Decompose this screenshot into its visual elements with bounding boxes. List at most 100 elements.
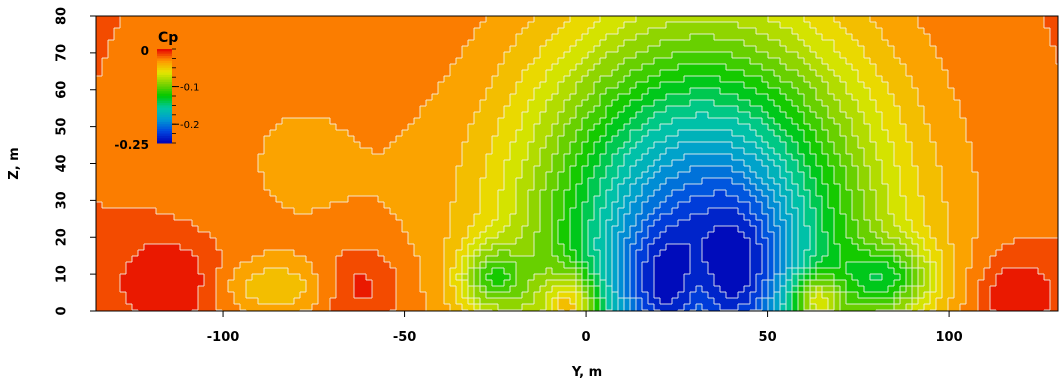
field-cell [822,148,835,155]
field-cell [498,232,523,239]
field-cell [864,160,883,167]
field-cell [840,250,871,257]
field-cell [906,208,925,215]
field-cell [786,64,811,71]
field-cell [744,82,769,89]
field-cell [96,130,271,137]
field-cell [762,226,769,233]
field-cell [636,82,661,89]
field-cell [534,184,547,191]
field-cell [888,40,931,47]
field-cell [990,286,1051,293]
field-cell [558,118,571,125]
field-cell [996,280,1051,287]
field-cell [642,184,661,191]
field-cell [762,106,781,113]
field-cell [780,256,787,263]
field-cell [900,178,919,185]
field-cell [582,202,595,209]
field-cell [570,148,583,155]
field-cell [942,166,973,173]
field-cell [504,184,517,191]
field-cell [780,262,787,269]
field-cell [756,238,769,245]
field-cell [816,52,841,59]
field-cell [930,256,943,263]
field-cell [1050,304,1058,311]
field-cell [804,202,811,209]
field-cell [204,280,217,287]
field-cell [942,274,955,281]
field-cell [546,136,559,143]
field-cell [750,190,763,197]
field-cell [594,298,601,305]
colorbar-segment [157,103,172,106]
field-cell [258,166,457,173]
field-cell [348,196,379,203]
field-cell [852,238,865,245]
field-cell [618,286,625,293]
field-cell [600,100,613,107]
field-cell [810,274,817,281]
field-cell [768,34,799,41]
field-cell [552,298,559,305]
field-cell [264,148,373,155]
field-cell [774,238,781,245]
field-cell [918,256,925,263]
field-cell [978,178,1058,185]
field-cell [510,154,529,161]
field-cell [906,262,913,269]
field-cell [582,280,589,287]
field-cell [582,100,601,107]
field-cell [96,220,193,227]
field-cell [354,292,373,299]
field-cell [552,244,565,251]
field-cell [864,214,877,221]
field-cell [792,262,799,269]
field-cell [624,298,631,305]
field-cell [582,124,595,131]
field-cell [834,280,847,287]
colorbar-tick-label: -0.1 [180,83,200,94]
field-cell [480,250,499,257]
field-cell [480,232,499,239]
field-cell [234,292,247,299]
field-cell [906,286,913,293]
colorbar-segment [157,98,172,102]
field-cell [852,196,865,203]
field-cell [900,190,919,197]
x-tick-label: 100 [936,330,963,345]
field-cell [630,202,643,209]
field-cell [804,214,817,221]
field-cell [990,262,1058,269]
field-cell [528,22,565,29]
field-cell [474,250,481,257]
field-cell [798,184,805,191]
colorbar-top-label: 0 [141,44,149,58]
field-cell [636,16,769,23]
field-cell [924,268,931,275]
field-cell [114,34,475,41]
field-cell [456,178,481,185]
field-cell [420,274,445,281]
field-cell [618,244,625,251]
field-cell [630,262,637,269]
field-cell [516,136,535,143]
field-cell [900,112,925,119]
field-cell [480,202,499,209]
field-cell [648,214,661,221]
field-cell [708,208,739,215]
field-cell [804,160,817,167]
field-cell [372,286,397,293]
field-cell [474,34,517,41]
field-cell [618,172,631,179]
field-cell [978,190,1058,197]
field-cell [906,244,919,251]
field-cell [792,250,799,257]
field-cell [444,298,457,305]
field-cell [600,274,607,281]
field-cell [774,262,781,269]
field-cell [246,286,307,293]
field-cell [666,148,745,155]
field-cell [648,178,667,185]
